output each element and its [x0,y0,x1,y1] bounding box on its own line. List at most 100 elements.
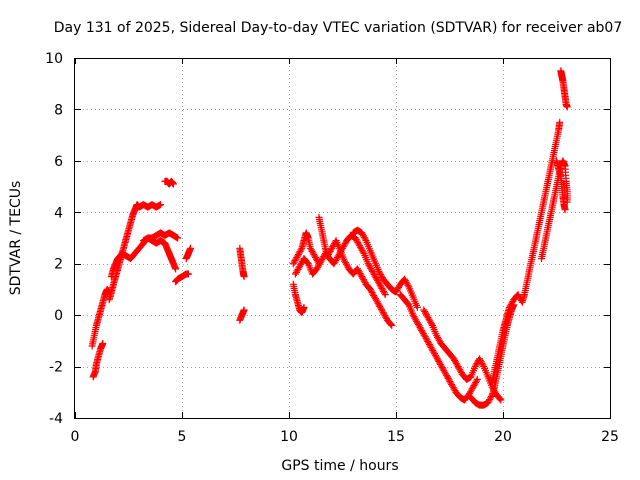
data-point-track-n [357,271,365,279]
data-point-track-m [332,257,340,265]
data-point-track-p [409,311,417,319]
data-point-track-m [357,243,364,251]
data-point-track-n [372,296,380,304]
data-point-track-q [452,358,459,366]
data-point-track-p [425,339,432,347]
data-point-track-p [437,361,444,368]
data-point-track-s [508,299,516,307]
data-point-track-n [324,251,332,258]
x-tick-label: 15 [387,429,405,445]
data-point-track-m [315,262,322,270]
data-point-track-n [367,287,375,295]
data-point-track-m [356,242,364,250]
data-point-track-n [378,307,386,315]
data-point-track-o [375,267,383,275]
data-point-track-m [317,257,325,265]
data-point-track-p [430,348,438,356]
data-point-track-p [428,345,436,353]
data-point-track-r [486,396,494,403]
data-point-track-m [380,289,388,297]
data-point-track-m [341,240,349,248]
data-point-track-n [387,320,395,328]
data-point-track-m [379,286,387,294]
data-point-track-p [412,316,420,324]
data-point-track-s [556,118,564,126]
x-tick-labels: 0 5 10 15 20 25 [71,429,619,445]
data-point-track-p [468,385,476,393]
data-point-track-p [413,319,421,327]
data-point-track-m [318,256,326,264]
data-point-track-o [393,287,401,294]
data-point-track-o [404,281,412,289]
data-point-track-i [240,273,248,281]
data-point-track-u [561,206,569,214]
data-point-track-p [473,375,481,383]
data-point-track-q [496,395,504,403]
data-point-track-v [563,103,571,111]
data-point-track-n [377,304,385,312]
data-point-track-p [471,380,479,388]
data-point-track-s [514,291,522,299]
data-point-track-q [479,361,487,369]
data-point-track-q [424,314,432,322]
y-tick-label: -4 [49,411,63,427]
data-point-track-m [354,239,362,247]
x-tick-label: 5 [178,429,187,445]
data-point-track-q [434,333,441,341]
data-point-track-l [293,254,301,261]
data-point-track-m [378,284,386,292]
data-point-track-g [184,270,192,278]
data-point-track-m [334,252,342,260]
data-point-track-q [478,360,486,367]
data-point-track-m [376,281,384,289]
data-point-track-p [419,330,427,338]
data-point-track-p [423,336,431,344]
y-tick-labels: -4 -2 0 2 4 6 8 10 [45,51,63,427]
data-point-track-l [297,246,305,254]
data-point-track-n [375,301,383,309]
data-point-track-a [99,339,107,347]
data-point-track-m [377,283,385,291]
x-axis-label: GPS time / hours [281,458,398,474]
data-point-track-n [360,277,368,285]
data-point-track-n [388,321,396,329]
data-point-track-c [157,201,165,209]
y-tick-label: 6 [54,154,63,170]
data-point-track-m [296,262,304,270]
data-point-track-n [366,285,374,293]
chart-title: Day 131 of 2025, Sidereal Day-to-day VTE… [54,20,623,36]
data-point-track-n [369,290,377,298]
data-point-track-m [353,237,361,245]
data-point-track-m [315,260,323,268]
data-point-track-m [358,246,366,254]
data-point-track-n [359,274,367,282]
data-point-track-n [342,260,350,268]
data-point-track-p [436,359,444,367]
data-point-track-p [419,328,426,336]
data-point-track-n [382,313,390,321]
data-point-track-o [413,303,421,311]
data-point-track-l [306,244,314,252]
data-point-track-e [172,265,180,273]
data-point-track-q [422,309,429,317]
data-point-track-l [291,257,299,265]
data-point-track-q [450,355,458,363]
data-point-track-q [425,315,433,323]
data-point-track-m [314,263,322,271]
data-point-track-o [359,230,367,238]
data-point-track-n [358,273,366,281]
data-point-track-m [369,269,377,277]
data-point-track-p [411,314,419,322]
data-point-track-q [453,361,461,369]
data-point-track-p [447,379,455,387]
data-point-track-m [381,291,389,299]
data-point-track-q [477,358,485,366]
data-point-track-m [313,265,321,273]
data-point-track-p [437,362,445,370]
data-point-track-s [506,302,514,310]
data-point-track-m [292,269,300,276]
data-point-track-m [369,267,376,275]
data-point-track-m [355,240,363,248]
data-point-track-k [300,303,308,311]
